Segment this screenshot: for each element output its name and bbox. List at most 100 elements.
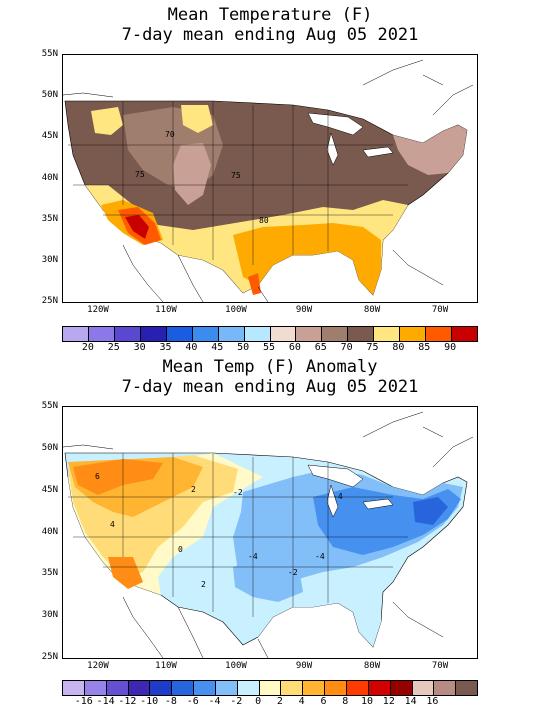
anomaly-label-2: 4 — [110, 520, 115, 529]
colorbar-label: 35 — [159, 342, 172, 353]
anomaly-label-9: -4 — [315, 552, 325, 561]
colorbar-swatch — [218, 327, 245, 341]
lon-label: 120W — [87, 305, 109, 315]
colorbar-swatch — [259, 681, 282, 695]
map-title-2: Mean Temp (F) Anomaly — [162, 357, 378, 377]
colorbar-label: -4 — [208, 696, 221, 707]
region-mt-yellow — [181, 105, 213, 133]
colorbar-1 — [62, 326, 478, 342]
anomaly-label-1: 6 — [95, 472, 100, 481]
lat-label: 40N — [41, 172, 58, 183]
colorbar-swatch — [368, 681, 391, 695]
colorbar-label: 10 — [361, 696, 374, 707]
lon-label: 80W — [363, 305, 381, 315]
region-pnw-yellow — [91, 107, 123, 135]
colorbar-label: -6 — [186, 696, 199, 707]
colorbar-label: 30 — [133, 342, 146, 353]
colorbar-swatch — [346, 681, 369, 695]
colorbar-label: 2 — [276, 696, 283, 707]
lon-label: 110W — [155, 661, 177, 671]
colorbar-swatch — [215, 681, 238, 695]
region-sw-orange2 — [108, 557, 143, 589]
colorbar-swatch — [150, 681, 173, 695]
colorbar-swatch — [63, 681, 85, 695]
colorbar-swatch — [374, 327, 401, 341]
colorbar-swatch — [194, 681, 216, 695]
colorbar-label: 85 — [418, 342, 431, 353]
colorbar-swatch — [452, 327, 477, 341]
lat-label: 45N — [41, 484, 58, 495]
colorbar-label: -12 — [118, 696, 137, 707]
colorbar-swatch — [390, 681, 413, 695]
colorbar-swatch — [434, 681, 457, 695]
great-lakes — [307, 112, 364, 136]
anomaly-label-8: -2 — [288, 568, 298, 577]
lat-label: 30N — [41, 610, 58, 621]
lat-label: 50N — [41, 90, 58, 101]
colorbar-label: 14 — [404, 696, 417, 707]
colorbar-swatch — [296, 327, 323, 341]
lat-label: 40N — [41, 526, 58, 537]
colorbar-swatch — [270, 327, 297, 341]
colorbar-swatch — [237, 681, 260, 695]
contour-label-1: 70 — [165, 130, 175, 139]
anomaly-label-7: -4 — [248, 552, 258, 561]
region-south-orange — [233, 223, 381, 295]
colorbar-label: 8 — [342, 696, 349, 707]
colorbar-swatch — [456, 681, 478, 695]
lat-label: 35N — [41, 213, 58, 224]
anomaly-label-10: 2 — [201, 580, 206, 589]
lon-label: 90W — [295, 661, 313, 671]
colorbar-swatch — [140, 327, 167, 341]
colorbar-label: 16 — [426, 696, 439, 707]
map-subtitle-2: 7-day mean ending Aug 05 2021 — [121, 377, 419, 397]
colorbar-label: 4 — [298, 696, 305, 707]
colorbar-label: -10 — [140, 696, 159, 707]
anomaly-label-4: 0 — [178, 545, 183, 554]
lon-label: 90W — [295, 305, 313, 315]
contour-label-2: 75 — [135, 170, 145, 179]
contour-label-3: 75 — [231, 171, 241, 180]
colorbar-swatch — [114, 327, 141, 341]
anomaly-label-5: -2 — [233, 488, 243, 497]
lat-label: 45N — [41, 131, 58, 142]
colorbar-swatch — [172, 681, 195, 695]
colorbar-label: -14 — [96, 696, 115, 707]
colorbar-label: -8 — [164, 696, 177, 707]
lat-label: 55N — [41, 401, 58, 411]
colorbar-swatch — [348, 327, 375, 341]
colorbar-label: -2 — [230, 696, 243, 707]
colorbar-swatch — [84, 681, 107, 695]
colorbar-label: 75 — [366, 342, 379, 353]
colorbar-label: 45 — [211, 342, 224, 353]
colorbar-label: -16 — [74, 696, 93, 707]
colorbar-swatch — [166, 327, 193, 341]
region-tx-red — [248, 273, 261, 295]
anomaly-map: 6 4 2 0 -2 -4 -4 -2 -4 2 — [62, 406, 478, 659]
region-ne-deepblue — [413, 497, 448, 525]
region-nw-deeporange — [73, 459, 163, 495]
colorbar-2 — [62, 680, 478, 696]
colorbar-label: 90 — [444, 342, 457, 353]
lat-label: 35N — [41, 568, 58, 579]
colorbar-label: 0 — [255, 696, 262, 707]
map-subtitle-1: 7-day mean ending Aug 05 2021 — [121, 25, 419, 45]
region-tx-blue — [233, 557, 303, 602]
state-borders-1 — [68, 101, 408, 265]
colorbar-label: 40 — [185, 342, 198, 353]
colorbar-swatch — [426, 327, 453, 341]
state-borders-2 — [68, 453, 408, 617]
colorbar-swatch — [303, 681, 326, 695]
colorbar-label: 80 — [392, 342, 405, 353]
colorbar-swatch — [106, 681, 129, 695]
lat-label: 50N — [41, 442, 58, 453]
lat-label: 25N — [41, 296, 58, 306]
map-title-1: Mean Temperature (F) — [167, 5, 373, 25]
lat-label: 25N — [41, 652, 58, 662]
colorbar-swatch — [281, 681, 304, 695]
colorbar-label: 60 — [288, 342, 301, 353]
region-northeast-light — [393, 125, 467, 175]
lon-label: 100W — [225, 305, 247, 315]
colorbar-label: 12 — [382, 696, 395, 707]
colorbar-swatch — [192, 327, 219, 341]
